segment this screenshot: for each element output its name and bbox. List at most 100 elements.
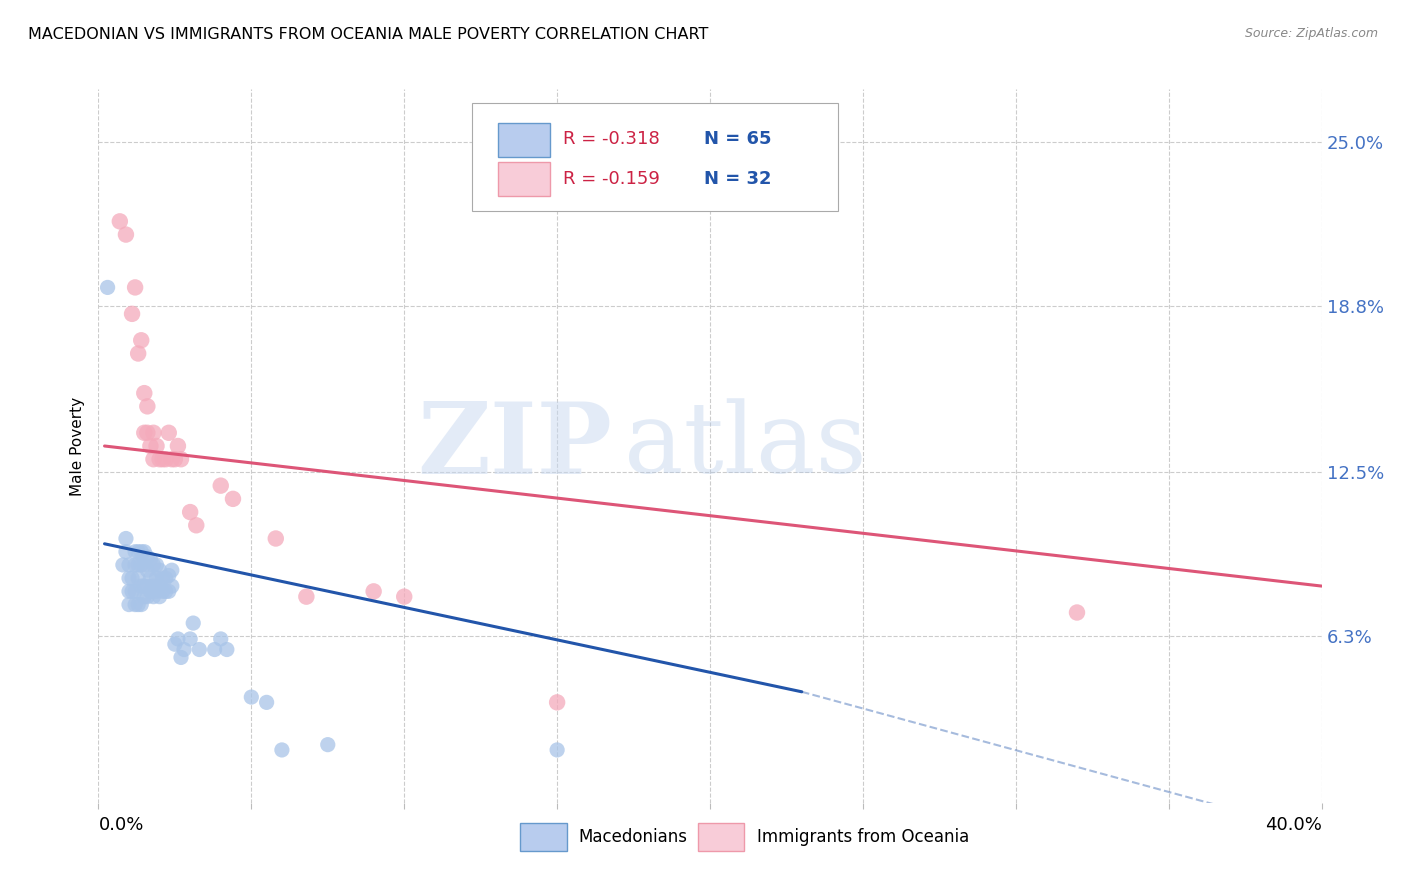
Point [134,590,156,604]
Point [181,616,204,631]
Point [145,439,167,453]
FancyBboxPatch shape [520,822,567,851]
Point [115,545,138,559]
Point [170,650,193,665]
Point [142,558,165,572]
Point [136,590,159,604]
Point [240,690,263,704]
Text: N = 65: N = 65 [704,130,772,148]
FancyBboxPatch shape [498,162,550,196]
Point [129,333,152,347]
Point [160,563,183,577]
Point [108,214,131,228]
Point [546,695,568,709]
Point [160,452,183,467]
Point [127,558,149,572]
Point [134,545,156,559]
Point [124,584,146,599]
Point [118,558,141,572]
Point [215,642,238,657]
Point [139,552,162,566]
Text: MACEDONIAN VS IMMIGRANTS FROM OCEANIA MALE POVERTY CORRELATION CHART: MACEDONIAN VS IMMIGRANTS FROM OCEANIA MA… [28,27,709,42]
Point [121,584,143,599]
Point [129,579,152,593]
Point [155,452,177,467]
Text: N = 32: N = 32 [704,170,772,188]
Point [546,743,568,757]
Point [316,738,339,752]
Point [118,584,141,599]
Point [222,491,245,506]
Point [256,695,278,709]
Point [149,563,172,577]
Point [264,532,287,546]
Point [163,637,186,651]
Text: ZIP: ZIP [418,398,612,494]
Point [142,452,165,467]
Point [155,571,177,585]
Point [1066,606,1088,620]
Point [295,590,318,604]
Point [152,452,174,467]
Text: R = -0.318: R = -0.318 [564,130,659,148]
Point [167,439,190,453]
Point [111,558,134,572]
Text: R = -0.159: R = -0.159 [564,170,661,188]
Point [157,568,180,582]
Point [149,590,172,604]
Text: 40.0%: 40.0% [1265,815,1322,834]
Text: atlas: atlas [624,398,868,494]
Point [204,642,226,657]
Point [118,571,141,585]
Point [124,545,146,559]
Point [152,584,174,599]
Point [129,545,152,559]
Point [157,584,180,599]
Point [118,598,141,612]
Point [157,425,180,440]
Point [115,227,138,242]
Point [149,579,172,593]
Point [134,425,156,440]
Point [142,425,165,440]
Point [136,579,159,593]
Point [186,518,208,533]
Text: 0.0%: 0.0% [98,815,143,834]
Point [127,545,149,559]
Point [363,584,385,599]
Point [145,571,167,585]
Point [167,632,190,646]
Point [124,558,146,572]
Point [142,590,165,604]
Point [134,579,156,593]
Point [127,598,149,612]
Point [270,743,292,757]
Point [127,571,149,585]
Point [139,571,162,585]
Point [188,642,211,657]
Point [129,598,152,612]
Point [152,571,174,585]
Point [124,598,146,612]
Point [179,632,201,646]
Point [121,307,143,321]
Point [173,642,195,657]
Point [145,558,167,572]
Point [392,590,416,604]
Point [115,532,138,546]
Point [124,280,146,294]
Y-axis label: Male Poverty: Male Poverty [70,396,86,496]
Point [134,386,156,401]
Point [121,571,143,585]
Point [160,579,183,593]
Point [134,558,156,572]
Point [209,478,232,492]
Point [155,584,177,599]
FancyBboxPatch shape [697,822,744,851]
Point [97,280,120,294]
Point [209,632,232,646]
Text: Immigrants from Oceania: Immigrants from Oceania [756,828,969,846]
Point [142,579,165,593]
Point [136,425,159,440]
Point [145,584,167,599]
